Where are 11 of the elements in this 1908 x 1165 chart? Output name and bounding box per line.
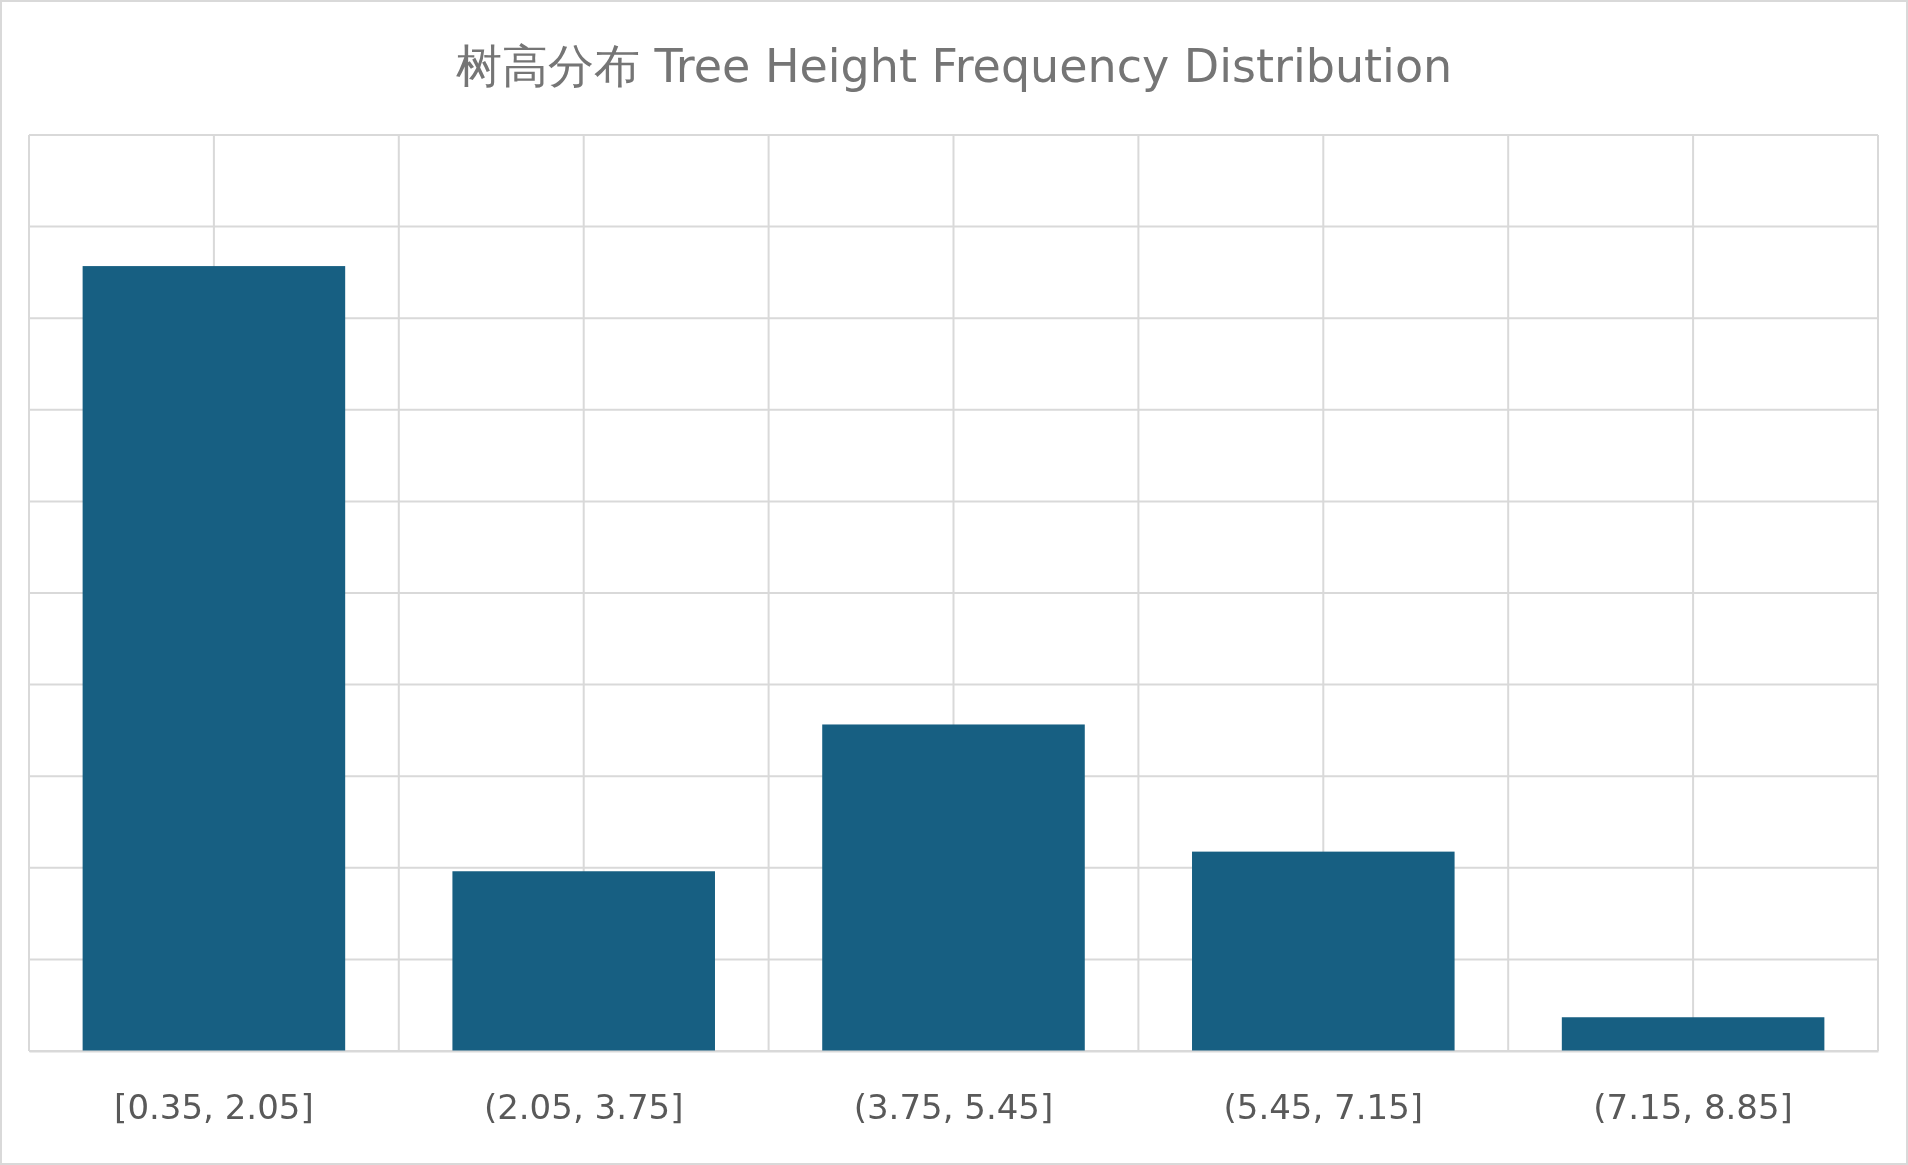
bar <box>1561 1017 1825 1051</box>
x-tick-label: (7.15, 8.85] <box>1593 1086 1793 1127</box>
chart-title: 树高分布 Tree Height Frequency Distribution <box>455 39 1453 93</box>
bar <box>452 871 715 1051</box>
bar <box>822 724 1085 1051</box>
x-tick-label: (5.45, 7.15] <box>1223 1086 1424 1127</box>
bar <box>82 266 346 1051</box>
x-tick-label: [0.35, 2.05] <box>114 1086 314 1127</box>
x-tick-label: (3.75, 5.45] <box>853 1086 1054 1127</box>
x-tick-label: (2.05, 3.75] <box>483 1086 684 1127</box>
bar <box>1192 851 1455 1051</box>
